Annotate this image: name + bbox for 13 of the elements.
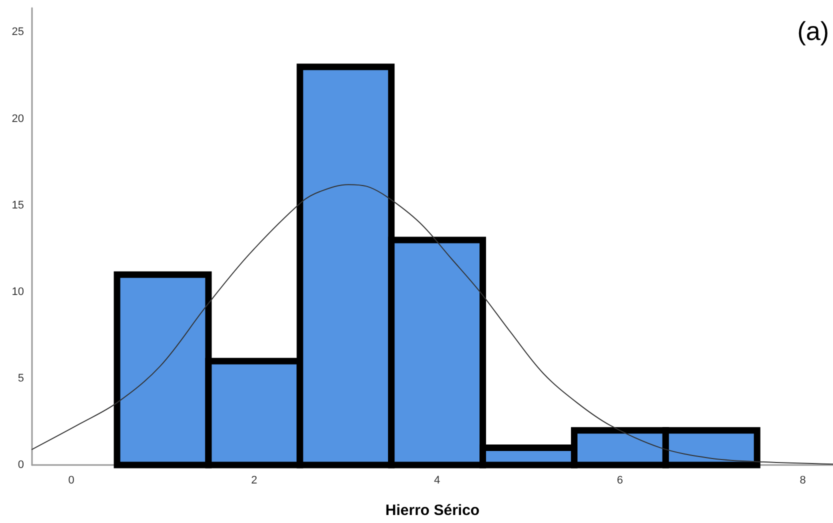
annotation: (a) xyxy=(797,16,830,46)
x-tick-label: 4 xyxy=(434,474,440,486)
x-tick-label: 0 xyxy=(68,474,74,486)
x-tick-label: 8 xyxy=(800,474,806,486)
y-tick-label: 15 xyxy=(12,199,24,212)
x-axis-title: Hierro Sérico xyxy=(385,502,480,519)
x-tick-label: 2 xyxy=(251,474,258,486)
y-tick-label: 0 xyxy=(18,459,24,471)
y-tick-label: 20 xyxy=(12,112,24,125)
y-tick-label: 25 xyxy=(12,26,24,38)
y-tick-label: 5 xyxy=(18,372,24,384)
y-tick-label: 10 xyxy=(12,286,24,298)
x-tick-label: 6 xyxy=(616,474,624,486)
